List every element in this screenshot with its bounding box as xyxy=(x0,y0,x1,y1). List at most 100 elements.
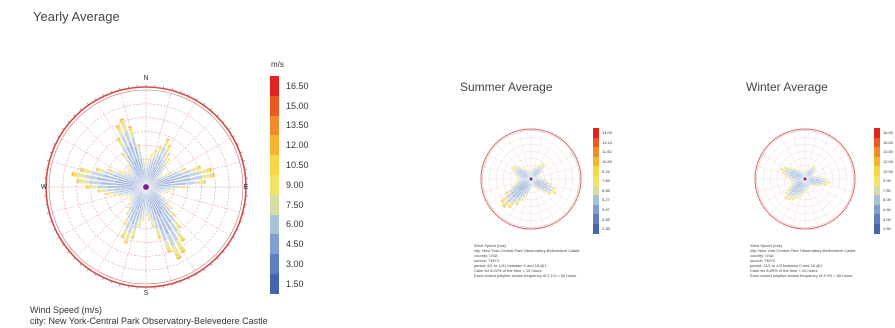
rose-grid-spoke xyxy=(530,136,556,180)
legend-label: 14.00 xyxy=(602,130,613,136)
rose-petal-band xyxy=(145,199,147,207)
rose-tick xyxy=(825,224,827,226)
legend-label: 15.00 xyxy=(286,100,309,111)
rose-petal-band xyxy=(178,226,182,230)
rose-tick xyxy=(195,273,198,276)
legend-swatch xyxy=(874,214,880,224)
legend-entry: 9.24 xyxy=(593,166,612,176)
legend-entry: 7.50 xyxy=(874,185,893,196)
rose-petal-band xyxy=(142,160,145,164)
rose-petal-band xyxy=(165,165,168,168)
rose-petal-band xyxy=(194,180,202,185)
rose-grid-spoke xyxy=(804,178,852,192)
rose-grid-spoke xyxy=(780,178,806,222)
rose-grid-spoke xyxy=(530,154,574,180)
legend-entry: 2.65 xyxy=(593,214,612,224)
rose-tick xyxy=(239,151,243,154)
rose-petal-band xyxy=(120,195,122,198)
rose-tick xyxy=(488,207,491,209)
rose-petal-band xyxy=(814,170,817,172)
rose-tick xyxy=(73,257,76,260)
rose-tick xyxy=(501,136,503,139)
rose-petal-band xyxy=(129,199,131,202)
rose-grid-spoke xyxy=(52,161,147,188)
rose-petal-band xyxy=(538,178,541,180)
caption-line: country: USA xyxy=(750,253,774,258)
legend-entry: 11.82 xyxy=(593,147,612,157)
rose-petal-band xyxy=(205,179,207,184)
caption-line: Wind Speed (m/s) xyxy=(750,243,783,248)
rose-tick xyxy=(236,228,240,231)
legend-label: 9.24 xyxy=(602,168,610,174)
rose-petal-band xyxy=(144,213,148,216)
rose-petal-band xyxy=(142,214,145,219)
legend-label: 3.97 xyxy=(602,207,610,213)
summer-legend: 14.00 13.14 11.82 10.50 9.24 7.89 6.56 5.27 3.97… xyxy=(593,128,612,234)
rose-petal-band xyxy=(824,180,829,184)
rose-petal-band xyxy=(828,180,830,184)
rose-tick xyxy=(563,139,565,141)
rose-petal-band xyxy=(86,184,88,190)
rose-tick xyxy=(187,277,190,281)
rose-petal-band xyxy=(543,164,546,167)
legend-entry: 16.50 xyxy=(270,76,309,96)
rose-petal-band xyxy=(824,177,827,181)
rose-tick xyxy=(768,214,770,216)
rose-petal-band xyxy=(507,205,512,209)
legend-label: 2.65 xyxy=(602,216,610,222)
rose-grid-spoke xyxy=(145,102,195,188)
rose-petal-band xyxy=(789,166,792,169)
rose-center xyxy=(143,184,149,190)
rose-petal-band xyxy=(513,164,516,168)
legend-label: 10.50 xyxy=(286,160,309,171)
rose-tick xyxy=(783,224,785,226)
rose-petal-band xyxy=(801,194,804,196)
legend-entry: 12.00 xyxy=(270,135,309,156)
legend-label: 12.00 xyxy=(883,159,894,165)
rose-grid-spoke xyxy=(530,178,544,226)
rose-petal-band xyxy=(530,171,532,173)
legend-swatch xyxy=(593,195,599,205)
legend-swatch xyxy=(593,137,599,148)
legend-entry: 15.00 xyxy=(270,95,309,116)
legend-entry: 13.50 xyxy=(874,147,893,157)
rose-petal-band xyxy=(518,178,521,180)
summer-caption: Wind Speed (m/s) city: New York-Central P… xyxy=(474,243,580,278)
rose-petal-band xyxy=(150,153,154,155)
rose-petal-band xyxy=(108,191,114,195)
rose-petal-band xyxy=(511,170,514,173)
rose-tick xyxy=(779,222,781,224)
winter-title: Winter Average xyxy=(746,80,828,94)
rose-petal-band xyxy=(813,173,815,175)
rose-petal-band xyxy=(787,198,791,201)
legend-swatch xyxy=(270,254,279,274)
rose-petal-band xyxy=(167,251,173,254)
rose-petal-band xyxy=(804,170,806,173)
rose-grid-spoke xyxy=(530,178,574,204)
rose-petal-band xyxy=(116,137,120,140)
rose-petal-band xyxy=(540,178,543,180)
rose-petal-band xyxy=(199,168,207,175)
legend-label: 7.50 xyxy=(883,187,891,193)
legend-entry: 10.50 xyxy=(874,166,893,176)
rose-petal-band xyxy=(790,179,792,182)
rose-grid-spoke xyxy=(530,166,578,180)
rose-petals xyxy=(70,117,216,261)
rose-tick xyxy=(758,157,760,159)
rose-petal-band xyxy=(804,190,806,193)
rose-petal-band xyxy=(162,186,172,188)
rose-tick xyxy=(73,114,76,117)
rose-petal-band xyxy=(533,187,536,189)
rose-petal-band xyxy=(76,172,86,179)
rose-grid-ring xyxy=(90,131,202,243)
rose-petal-band xyxy=(164,187,170,191)
rose-petal-band xyxy=(809,185,811,187)
rose-grid-spoke xyxy=(770,178,806,214)
rose-petal-band xyxy=(112,194,115,197)
rose-petal-band xyxy=(138,219,142,225)
rose-petal-band xyxy=(783,165,786,169)
rose-petal-band xyxy=(533,167,535,169)
rose-petal-band xyxy=(97,189,99,193)
rose-tick xyxy=(574,153,576,155)
rose-tick xyxy=(102,93,105,97)
